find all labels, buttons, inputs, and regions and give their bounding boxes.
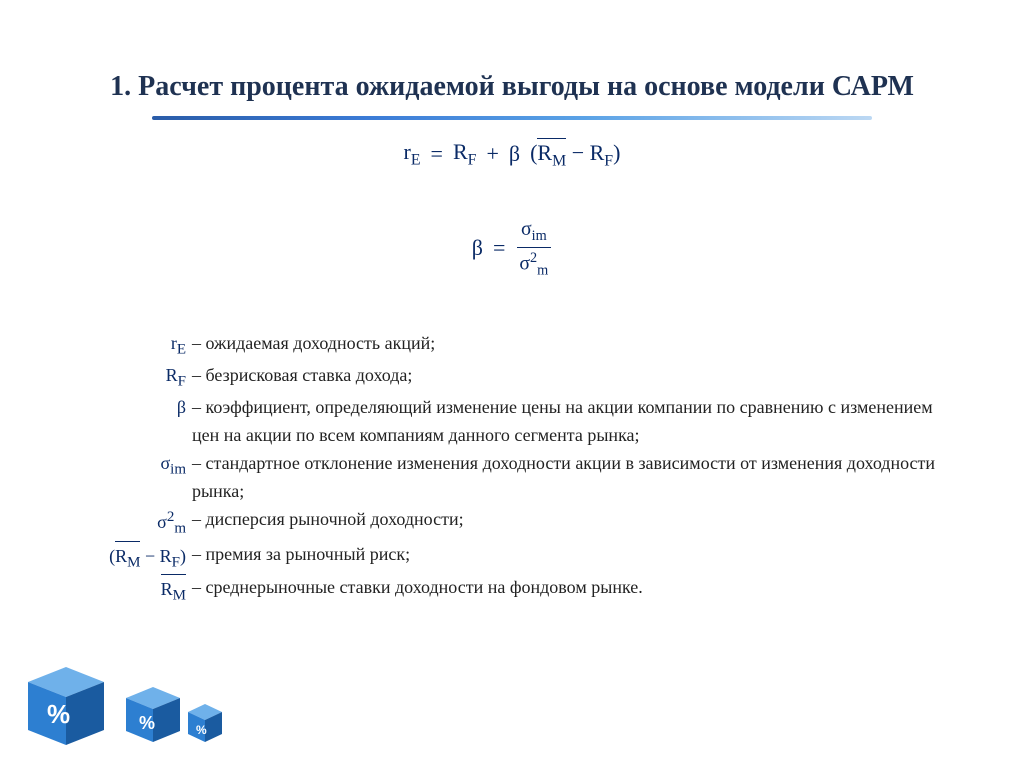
definitions-list: rE – ожидаемая доходность акций;RF – без… [100, 330, 944, 608]
definition-symbol: σim [100, 450, 190, 506]
definition-row: RF – безрисковая ставка дохода; [100, 362, 944, 394]
definition-text: – среднерыночные ставки доходности на фо… [190, 574, 944, 608]
definition-row: RM – среднерыночные ставки доходности на… [100, 574, 944, 608]
definition-row: σ2m – дисперсия рыночной доходности; [100, 506, 944, 541]
definition-symbol: rE [100, 330, 190, 362]
definition-symbol: β [100, 394, 190, 450]
definition-symbol: RM [100, 574, 190, 608]
definition-row: (RM − RF) – премия за рыночный риск; [100, 541, 944, 575]
definition-symbol: σ2m [100, 506, 190, 541]
definition-row: β – коэффициент, определяющий изменение … [100, 394, 944, 450]
formula-main: rE = RF + β (RM − RF) [0, 138, 1024, 170]
formula-beta: β = σim σ2m [0, 188, 1024, 278]
percent-dice-icon: % % % [18, 652, 228, 752]
definition-text: – безрисковая ставка дохода; [190, 362, 944, 394]
definition-text: – премия за рыночный риск; [190, 541, 944, 575]
definition-text: – ожидаемая доходность акций; [190, 330, 944, 362]
svg-text:%: % [47, 699, 70, 729]
definition-text: – дисперсия рыночной доходности; [190, 506, 944, 541]
svg-text:%: % [139, 713, 155, 733]
definition-row: σim – стандартное отклонение изменения д… [100, 450, 944, 506]
divider-bar [152, 116, 872, 120]
svg-text:%: % [196, 723, 207, 737]
definition-symbol: RF [100, 362, 190, 394]
page-title: 1. Расчет процента ожидаемой выгоды на о… [0, 0, 1024, 106]
definition-text: – коэффициент, определяющий изменение це… [190, 394, 944, 450]
definition-text: – стандартное отклонение изменения доход… [190, 450, 944, 506]
definition-row: rE – ожидаемая доходность акций; [100, 330, 944, 362]
definition-symbol: (RM − RF) [100, 541, 190, 575]
